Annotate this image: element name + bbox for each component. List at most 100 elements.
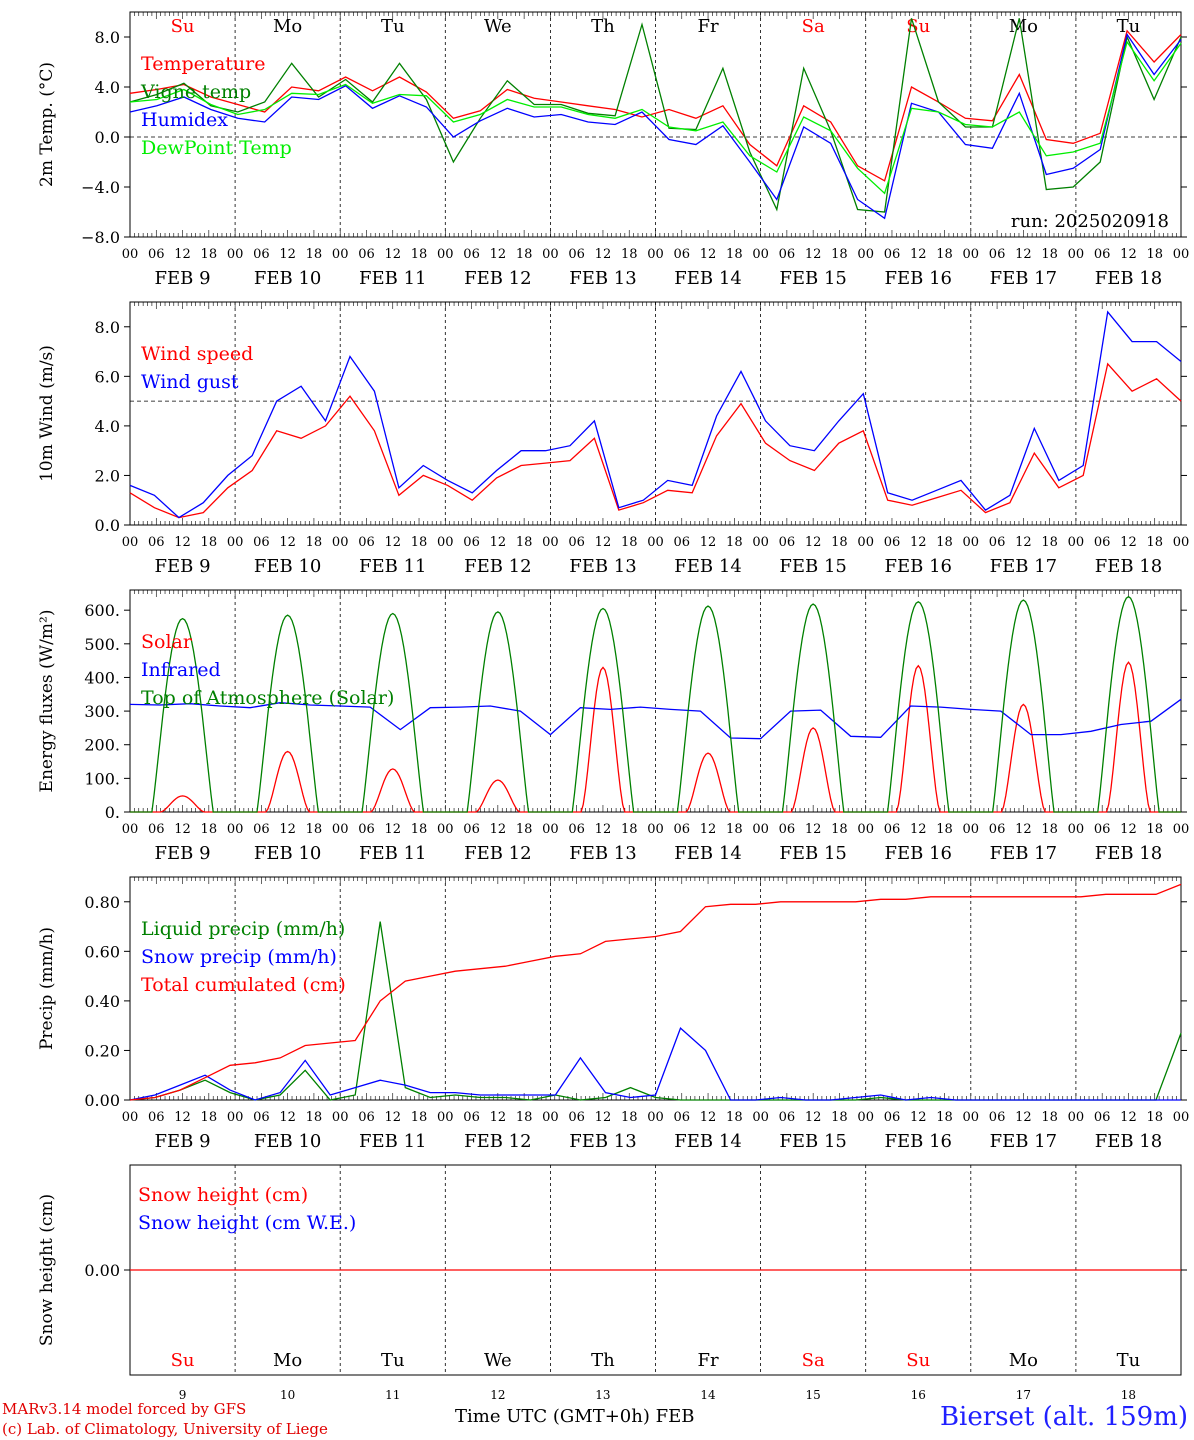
y-tick-label: 4.0 — [95, 417, 120, 436]
day-number-label: 9 — [179, 1388, 187, 1402]
y-tick-label: 300. — [84, 702, 120, 721]
hour-tick-label: 00 — [122, 247, 139, 262]
station-name: Bierset (alt. 159m) — [939, 1402, 1188, 1432]
hour-tick-label: 18 — [1146, 247, 1163, 262]
hour-tick-label: 12 — [1015, 822, 1032, 837]
day-of-week-label: Mo — [273, 1350, 302, 1371]
date-label: FEB 9 — [155, 843, 211, 864]
date-label: FEB 11 — [359, 843, 426, 864]
hour-tick-label: 12 — [1015, 1110, 1032, 1125]
hour-tick-label: 12 — [910, 247, 927, 262]
hour-tick-label: 18 — [1041, 535, 1058, 550]
y-tick-label: −8.0 — [81, 228, 120, 247]
hour-tick-label: 12 — [910, 1110, 927, 1125]
run-annotation: run: 2025020918 — [1011, 211, 1169, 232]
y-tick-label: 2.0 — [95, 466, 120, 485]
y-tick-label: 8.0 — [95, 28, 120, 47]
hour-tick-label: 12 — [490, 1110, 507, 1125]
day-of-week-label: Mo — [1009, 16, 1038, 37]
hour-tick-label: 00 — [647, 822, 664, 837]
hour-tick-label: 00 — [542, 1110, 559, 1125]
hour-tick-label: 12 — [805, 535, 822, 550]
hour-tick-label: 12 — [384, 535, 401, 550]
hour-tick-label: 00 — [752, 1110, 769, 1125]
day-of-week-label: Sa — [802, 16, 825, 37]
hour-tick-label: 06 — [148, 1110, 165, 1125]
date-label: FEB 15 — [779, 843, 846, 864]
hour-tick-label: 06 — [463, 1110, 480, 1125]
date-label: FEB 13 — [569, 268, 636, 289]
date-label: FEB 10 — [254, 843, 321, 864]
hour-tick-label: 12 — [1120, 535, 1137, 550]
day-of-week-label: Su — [906, 1350, 930, 1371]
hour-tick-label: 06 — [1094, 247, 1111, 262]
hour-tick-label: 00 — [332, 822, 349, 837]
hour-tick-label: 00 — [1173, 1110, 1190, 1125]
day-of-week-label: Fr — [698, 1350, 719, 1371]
hour-tick-label: 00 — [1068, 535, 1085, 550]
hour-tick-label: 00 — [437, 247, 454, 262]
hour-tick-label: 12 — [595, 822, 612, 837]
day-number-label: 14 — [700, 1388, 716, 1402]
hour-tick-label: 18 — [1041, 822, 1058, 837]
hour-tick-label: 12 — [700, 247, 717, 262]
hour-tick-label: 18 — [936, 247, 953, 262]
hour-tick-label: 12 — [384, 1110, 401, 1125]
hour-tick-label: 18 — [726, 247, 743, 262]
legend-entry: Solar — [141, 631, 193, 653]
hour-tick-label: 06 — [884, 247, 901, 262]
hour-tick-label: 06 — [779, 822, 796, 837]
hour-tick-label: 18 — [726, 822, 743, 837]
hour-tick-label: 00 — [1173, 822, 1190, 837]
hour-tick-label: 18 — [411, 1110, 428, 1125]
hour-tick-label: 00 — [227, 822, 244, 837]
panel-1: 8.0 4.0 0.0 −4.0 −8.0 2m Temp. (°C) 00 06 12 18 FE… — [37, 11, 1189, 289]
hour-tick-label: 12 — [595, 1110, 612, 1125]
y-tick-label: 0.20 — [84, 1041, 120, 1060]
y-axis-label: Precip (mm/h) — [37, 927, 57, 1050]
date-label: FEB 9 — [155, 268, 211, 289]
hour-tick-label: 18 — [1146, 822, 1163, 837]
y-tick-label: 0.0 — [95, 128, 120, 147]
hour-tick-label: 00 — [857, 822, 874, 837]
x-axis-title: Time UTC (GMT+0h) FEB — [455, 1406, 695, 1427]
legend-entry: Wind gust — [141, 371, 239, 393]
legend-entry: Humidex — [141, 109, 228, 131]
hour-tick-label: 00 — [122, 822, 139, 837]
legend-entry: DewPoint Temp — [141, 137, 292, 159]
date-label: FEB 11 — [359, 556, 426, 577]
date-label: FEB 10 — [254, 1131, 321, 1152]
hour-tick-label: 06 — [884, 535, 901, 550]
day-of-week-label: We — [484, 1350, 512, 1371]
series-line-snow-precip-mm-h- — [129, 1026, 1181, 1101]
hour-tick-label: 00 — [647, 535, 664, 550]
day-of-week-label: Th — [591, 16, 615, 37]
date-label: FEB 14 — [674, 1131, 741, 1152]
series-line-wind-speed — [129, 362, 1182, 519]
hour-tick-label: 00 — [1068, 247, 1085, 262]
hour-tick-label: 18 — [726, 535, 743, 550]
date-label: FEB 14 — [674, 556, 741, 577]
hour-tick-label: 06 — [148, 535, 165, 550]
hour-tick-label: 00 — [437, 822, 454, 837]
hour-tick-label: 06 — [568, 535, 585, 550]
hour-tick-label: 18 — [201, 247, 218, 262]
hour-tick-label: 12 — [384, 822, 401, 837]
day-number-label: 11 — [385, 1388, 400, 1402]
hour-tick-label: 06 — [568, 247, 585, 262]
date-label: FEB 16 — [885, 843, 952, 864]
legend-entry: Top of Atmosphere (Solar) — [141, 687, 394, 709]
date-label: FEB 15 — [779, 1131, 846, 1152]
hour-tick-label: 00 — [647, 1110, 664, 1125]
hour-tick-label: 18 — [831, 1110, 848, 1125]
hour-tick-label: 12 — [805, 1110, 822, 1125]
model-credit: MARv3.14 model forced by GFS — [2, 1400, 247, 1418]
hour-tick-label: 18 — [621, 247, 638, 262]
hour-tick-label: 12 — [490, 247, 507, 262]
day-of-week-label: Tu — [1117, 1350, 1141, 1371]
series-line-vigne-temp — [129, 18, 1182, 213]
day-number-label: 12 — [490, 1388, 505, 1402]
hour-tick-label: 18 — [411, 535, 428, 550]
hour-tick-label: 06 — [463, 247, 480, 262]
day-of-week-label: Tu — [1117, 16, 1141, 37]
